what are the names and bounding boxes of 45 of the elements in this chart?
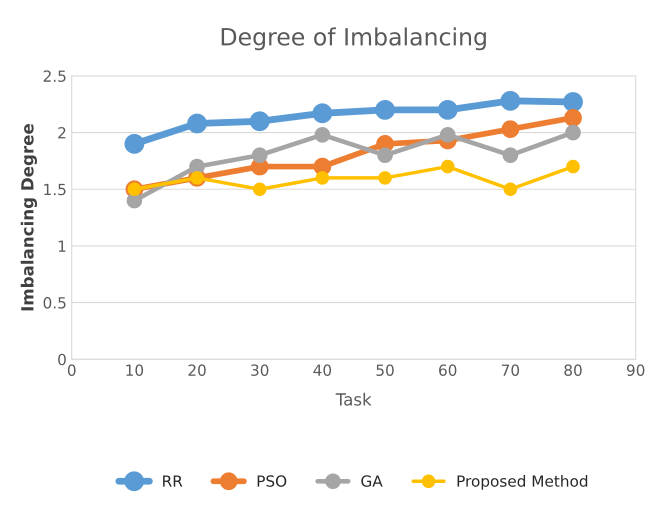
- point: [566, 160, 580, 174]
- x-tick-label: 0: [68, 364, 76, 376]
- x-tick-label: 40: [313, 364, 332, 376]
- chart-title: Degree of Imbalancing: [222, 27, 486, 50]
- x-axis-title: Task: [336, 392, 372, 406]
- x-tick-label: 80: [564, 364, 582, 376]
- point: [438, 100, 458, 120]
- y-tick-label: 0: [58, 354, 66, 366]
- point: [250, 111, 270, 132]
- point: [563, 92, 583, 112]
- point: [252, 147, 268, 164]
- x-tick-label: 30: [251, 364, 268, 376]
- point: [440, 127, 456, 143]
- y-tick-label: 0.5: [44, 297, 66, 309]
- point: [312, 103, 332, 124]
- point: [564, 108, 582, 127]
- legend-label: GA: [361, 475, 383, 487]
- x-tick-label: 10: [126, 364, 144, 376]
- x-tick-label: 20: [188, 364, 206, 376]
- legend-label: PSO: [258, 475, 286, 487]
- point: [314, 127, 330, 143]
- point: [124, 134, 144, 154]
- point: [500, 90, 520, 111]
- point: [565, 124, 581, 140]
- legend-label: RR: [163, 475, 182, 487]
- y-tick-label: 2.5: [44, 70, 66, 82]
- point: [378, 171, 392, 185]
- point: [316, 171, 330, 185]
- y-axis-title: Imbalancing Degree: [20, 124, 38, 310]
- point: [375, 100, 395, 120]
- point: [504, 182, 518, 196]
- x-tick-label: 50: [376, 364, 394, 376]
- point: [252, 182, 266, 196]
- x-tick-label: 70: [502, 364, 520, 376]
- y-tick-label: 1.5: [44, 184, 66, 196]
- x-tick-label: 60: [439, 364, 456, 376]
- y-tick-label: 2: [58, 127, 66, 138]
- y-tick-label: 1: [58, 240, 66, 252]
- point: [440, 160, 454, 174]
- x-tick-label: 90: [626, 364, 644, 376]
- legend-label: Proposed Method: [458, 475, 588, 490]
- point: [377, 147, 393, 164]
- point: [502, 120, 520, 138]
- point: [187, 114, 207, 134]
- point: [502, 147, 518, 164]
